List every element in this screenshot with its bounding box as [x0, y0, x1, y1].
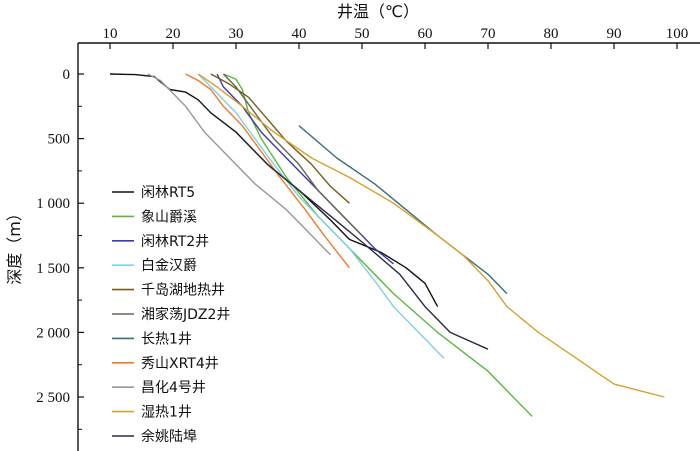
x-tick-label: 80 — [544, 26, 559, 42]
series-line-10 — [241, 138, 489, 350]
legend-label: 湘家荡JDZ2井 — [141, 306, 230, 323]
x-ticks: 10 20 30 40 50 60 70 80 90 100 — [103, 26, 689, 49]
x-tick-label: 50 — [355, 26, 370, 42]
series-line-9 — [197, 73, 665, 398]
legend-label: 白金汉爵 — [141, 258, 197, 274]
series-line-4 — [210, 73, 350, 204]
series-line-7 — [185, 73, 350, 269]
legend-label: 闲林RT5 — [141, 185, 195, 201]
x-axis-title: 井温（℃） — [337, 2, 419, 21]
y-tick-label: 1 000 — [36, 196, 70, 212]
legend-label: 千岛湖地热井 — [141, 283, 225, 299]
x-tick-label: 60 — [418, 26, 433, 42]
legend-label: 象山爵溪 — [141, 209, 197, 225]
x-tick-label: 30 — [229, 26, 244, 42]
x-tick-label: 40 — [292, 26, 307, 42]
series-line-6 — [298, 125, 508, 295]
x-tick-label: 100 — [666, 26, 689, 42]
legend-label: 湿热1井 — [141, 405, 192, 421]
series-line-2 — [216, 73, 394, 265]
axes — [77, 42, 700, 451]
y-tick-label: 2 500 — [36, 390, 70, 406]
series-layer — [109, 73, 665, 417]
y-tick-label: 1 500 — [36, 261, 70, 277]
y-tick-label: 2 000 — [36, 325, 70, 341]
series-line-3 — [197, 73, 445, 359]
series-line-0 — [109, 73, 439, 307]
series-line-8 — [147, 73, 332, 256]
legend-label: 秀山XRT4井 — [141, 356, 219, 372]
series-line-1 — [223, 73, 533, 417]
legend-label: 昌化4号井 — [141, 380, 206, 396]
x-tick-label: 70 — [481, 26, 496, 42]
x-tick-label: 90 — [607, 26, 622, 42]
y-ticks: 0 500 1 000 1 500 2 000 2 500 — [36, 67, 84, 430]
y-tick-label: 0 — [63, 67, 71, 83]
legend-label: 长热1井 — [141, 331, 192, 347]
legend: 闲林RT5 象山爵溪闲林RT2井白金汉爵千岛湖地热井湘家荡JDZ2井长热1井秀山X… — [112, 185, 230, 445]
legend-label: 闲林RT2井 — [141, 234, 209, 250]
legend-label: 余姚陆埠 — [141, 428, 197, 445]
series-line-5 — [222, 73, 363, 236]
y-tick-label: 500 — [48, 132, 71, 148]
y-axis-title: 深度（m） — [5, 205, 24, 285]
x-tick-label: 20 — [166, 26, 181, 42]
x-tick-label: 10 — [103, 26, 118, 42]
